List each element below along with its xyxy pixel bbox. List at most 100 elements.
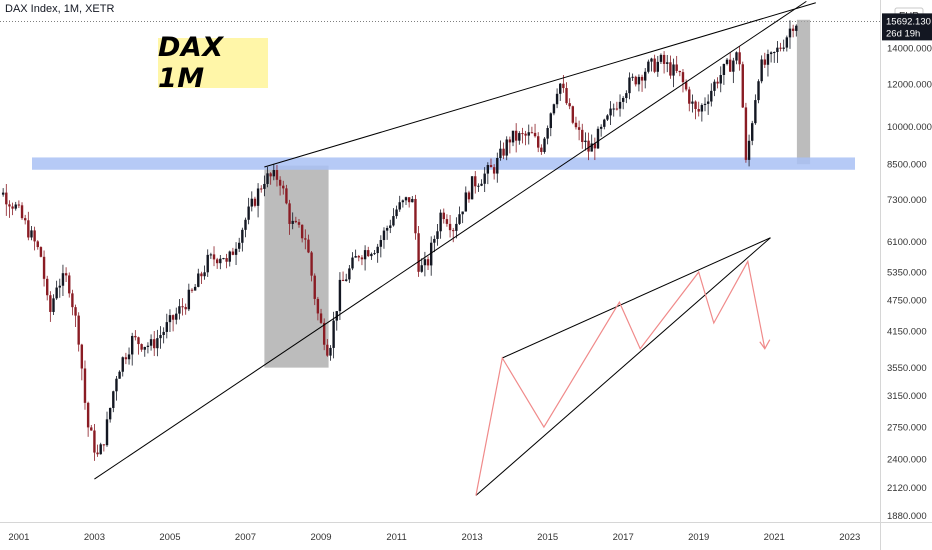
candle-body-167: [508, 139, 512, 143]
candle-body-141: [426, 259, 430, 266]
candle-body-212: [650, 58, 653, 62]
candle-body-162: [492, 167, 496, 174]
candle-body-115: [345, 279, 348, 281]
candle-body-89: [263, 183, 266, 189]
candle-body-154: [467, 192, 471, 200]
y-tick-label-7: 4750.000: [887, 295, 927, 306]
candle-body-73: [212, 254, 216, 260]
candle-body-40: [108, 407, 112, 420]
candles-layer: [1, 20, 798, 461]
candle-body-220: [675, 64, 678, 71]
trendline-1: [94, 0, 807, 480]
candle-body-237: [728, 59, 732, 72]
candle-body-10: [14, 204, 17, 209]
candle-body-98: [291, 220, 294, 224]
price-axis-panel: [880, 0, 932, 550]
candle-body-182: [555, 93, 559, 105]
candle-body-157: [477, 185, 480, 187]
candle-body-136: [411, 198, 414, 203]
candle-body-34: [90, 427, 93, 431]
candle-body-159: [483, 173, 486, 184]
candle-body-81: [237, 242, 241, 249]
candle-body-62: [178, 306, 181, 314]
candle-body-76: [222, 258, 225, 260]
candle-body-32: [83, 368, 87, 403]
candle-body-233: [716, 81, 719, 84]
highlight-box-1: [796, 19, 811, 165]
candle-body-23: [55, 287, 58, 299]
candle-body-248: [763, 59, 767, 65]
candle-body-70: [203, 272, 206, 277]
candle-body-145: [439, 212, 442, 232]
candle-body-178: [543, 138, 546, 152]
candle-body-71: [206, 254, 209, 273]
candle-body-207: [634, 76, 637, 85]
candle-body-22: [52, 298, 55, 312]
candle-body-94: [278, 179, 282, 186]
candle-body-82: [241, 229, 244, 243]
candle-body-202: [618, 101, 622, 109]
candle-body-246: [757, 81, 760, 101]
candle-body-251: [773, 52, 776, 54]
candle-body-242: [744, 107, 748, 160]
candle-body-100: [297, 222, 301, 225]
candle-body-191: [584, 140, 587, 143]
candle-body-254: [782, 47, 785, 49]
candle-body-209: [640, 76, 644, 81]
candle-body-52: [146, 345, 150, 347]
candle-body-103: [307, 239, 310, 253]
candle-body-249: [766, 54, 770, 65]
candle-body-179: [546, 128, 549, 139]
drawings-layer: [94, 0, 816, 496]
candle-body-36: [96, 452, 99, 455]
candle-body-172: [524, 133, 527, 136]
candle-body-50: [140, 344, 143, 350]
candle-body-189: [577, 127, 581, 130]
candle-body-199: [609, 108, 612, 116]
candle-body-119: [357, 256, 360, 258]
candle-body-225: [691, 101, 694, 104]
candle-body-163: [496, 158, 499, 174]
candle-body-218: [669, 62, 672, 76]
candle-body-166: [505, 139, 508, 156]
candle-body-80: [234, 248, 238, 255]
candle-body-214: [656, 61, 659, 72]
candle-body-238: [732, 60, 735, 72]
candle-body-78: [228, 251, 231, 262]
candle-body-116: [348, 268, 351, 280]
candle-body-46: [127, 354, 131, 360]
x-tick-label-6: 2013: [462, 532, 483, 543]
ticker-title: DAX Index, 1M, XETR: [5, 3, 115, 15]
candle-body-217: [666, 62, 669, 64]
candle-body-96: [285, 188, 288, 204]
candle-body-138: [417, 233, 420, 272]
candle-body-258: [795, 25, 798, 31]
candle-body-228: [700, 104, 704, 112]
candle-body-133: [401, 200, 405, 203]
candle-body-132: [398, 202, 401, 210]
candle-body-88: [260, 188, 263, 190]
candle-body-99: [294, 220, 298, 223]
candle-body-83: [244, 219, 247, 230]
y-tick-label-0: 1880.000: [887, 511, 927, 522]
candle-body-105: [313, 275, 316, 299]
x-tick-label-5: 2011: [386, 532, 406, 543]
candle-body-186: [568, 103, 571, 107]
candle-body-156: [474, 176, 477, 187]
candle-body-61: [175, 313, 178, 320]
candle-body-72: [209, 254, 213, 256]
candle-body-118: [354, 256, 357, 258]
candle-body-150: [455, 223, 458, 231]
candle-body-17: [36, 241, 39, 248]
candle-body-241: [741, 64, 744, 108]
candle-body-114: [341, 279, 345, 281]
sketch-upper-line: [502, 237, 771, 359]
candle-body-215: [659, 54, 663, 62]
last-price-countdown: 26d 19h: [886, 28, 920, 39]
x-tick-label-11: 2023: [839, 532, 860, 543]
candle-body-177: [540, 147, 543, 152]
candle-body-57: [162, 331, 165, 336]
candle-body-120: [360, 257, 364, 260]
candle-body-43: [118, 371, 121, 379]
